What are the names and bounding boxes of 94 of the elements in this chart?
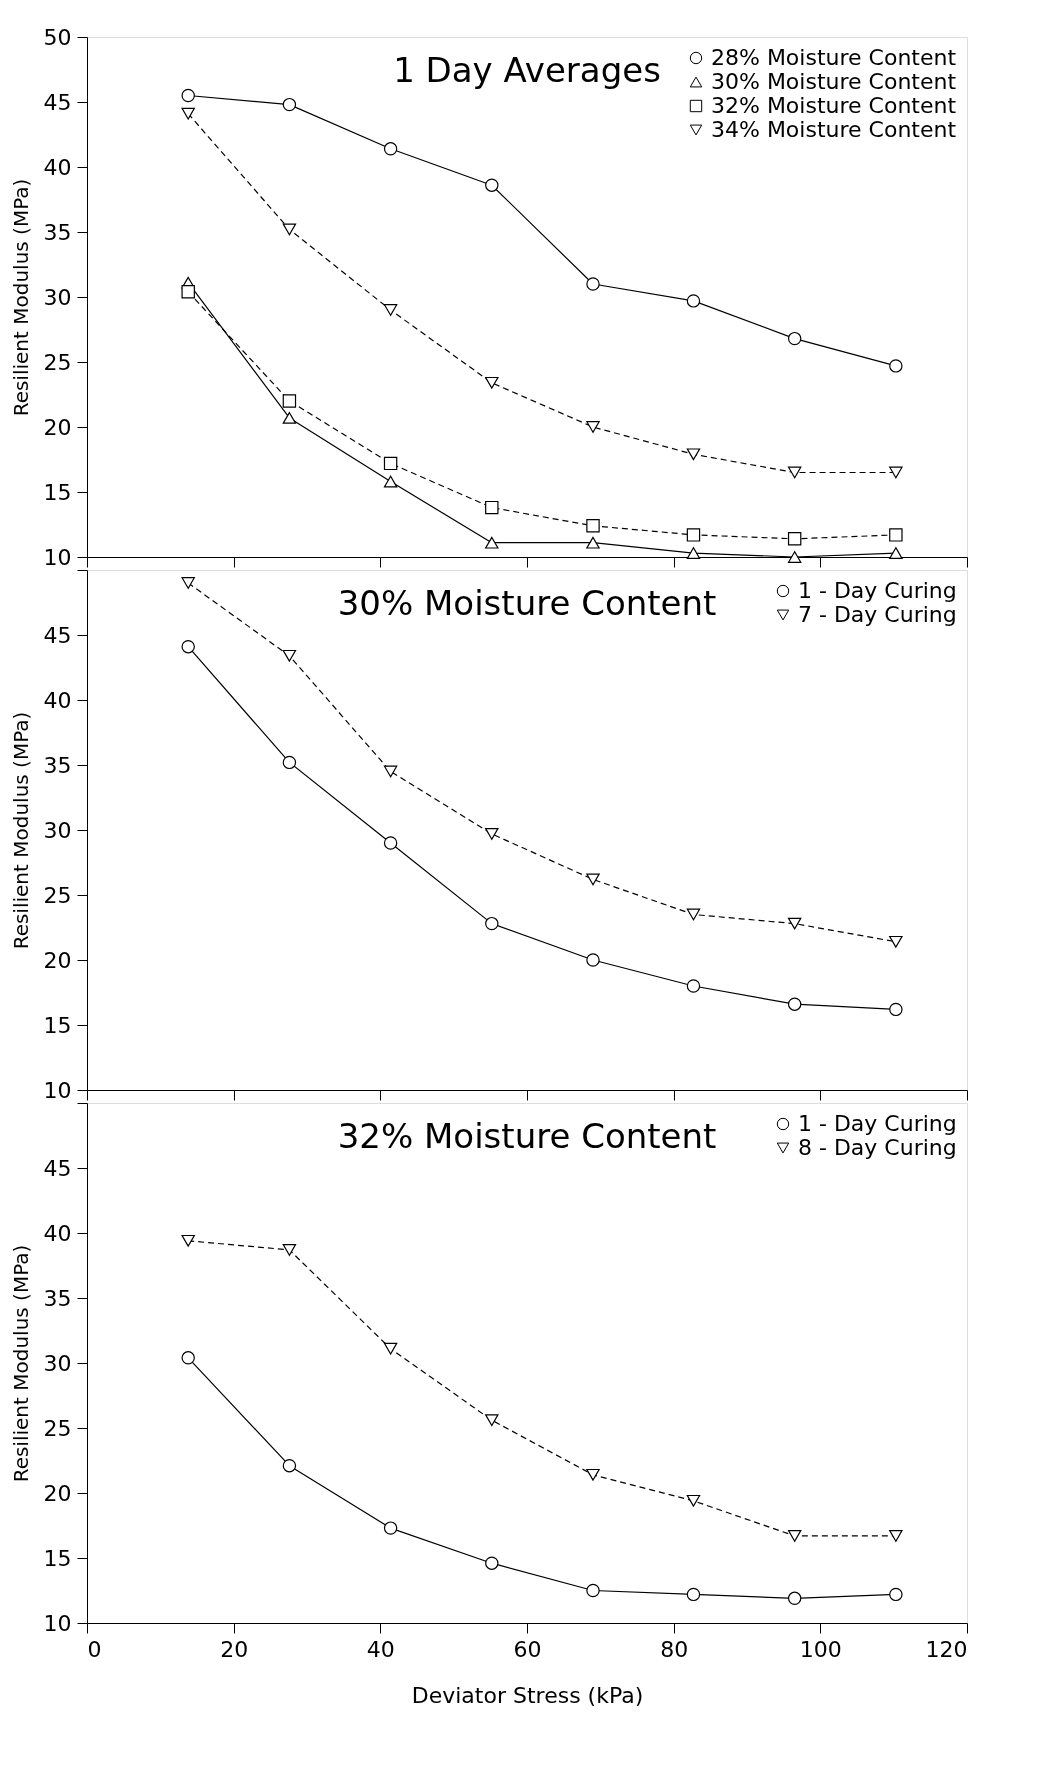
y-tick-label: 45	[43, 89, 72, 115]
point	[383, 456, 398, 471]
chart-title: 1 Day Averages	[393, 50, 661, 90]
point	[787, 331, 802, 346]
point	[586, 519, 600, 533]
legend-label: 1 - Day Curing	[798, 578, 957, 603]
point	[686, 547, 701, 559]
y-tick-label: 20	[43, 1480, 72, 1506]
point	[282, 755, 297, 770]
x-tick-label: 60	[513, 1636, 542, 1662]
point	[282, 394, 297, 408]
point	[485, 916, 499, 931]
point	[485, 376, 499, 389]
y-tick-label: 50	[43, 24, 72, 50]
point	[586, 536, 600, 549]
y-tick-label: 45	[43, 1155, 72, 1181]
point	[787, 917, 802, 930]
legend-label: 7 - Day Curing	[798, 602, 957, 627]
point	[485, 500, 499, 515]
x-axis-title: Deviator Stress (kPa)	[411, 1682, 644, 1708]
y-tick-label: 40	[43, 1220, 72, 1246]
legend-label: 30% Moisture Content	[711, 69, 957, 94]
y-tick-label: 30	[43, 817, 72, 843]
point	[889, 547, 903, 559]
y-tick-label: 35	[43, 752, 72, 778]
x-tick-label: 100	[799, 1636, 842, 1662]
point	[889, 466, 903, 479]
point	[787, 551, 802, 563]
point	[383, 304, 398, 316]
point	[485, 828, 499, 840]
point	[383, 475, 398, 488]
y-tick-label: 45	[43, 622, 72, 648]
point	[485, 178, 499, 192]
legend-label: 8 - Day Curing	[798, 1135, 957, 1160]
point	[586, 277, 600, 291]
point	[282, 649, 297, 662]
legend-label: 34% Moisture Content	[711, 117, 957, 142]
point	[282, 223, 297, 236]
legend-label: 32% Moisture Content	[711, 93, 957, 118]
y-tick-label: 20	[43, 414, 72, 440]
y-tick-label: 25	[43, 1415, 72, 1441]
point	[686, 528, 701, 542]
x-tick-label: 20	[220, 1636, 249, 1662]
point	[181, 285, 195, 299]
y-tick-label: 10	[43, 1610, 72, 1636]
point	[181, 639, 195, 654]
y-tick-label: 35	[43, 219, 72, 245]
point	[383, 142, 398, 156]
point	[889, 528, 903, 542]
y-tick-label: 25	[43, 882, 72, 908]
point	[686, 979, 701, 993]
y-tick-label: 10	[43, 544, 72, 570]
point	[586, 953, 600, 967]
point	[586, 421, 600, 433]
y-axis-title: Resilient Modulus (MPa)	[8, 1244, 33, 1483]
point	[889, 359, 903, 373]
chart-title: 32% Moisture Content	[337, 1116, 717, 1156]
y-axis-title: Resilient Modulus (MPa)	[8, 711, 33, 950]
x-tick-label: 0	[87, 1636, 102, 1662]
y-tick-label: 15	[43, 1012, 72, 1038]
y-tick-label: 25	[43, 349, 72, 375]
y-tick-label: 30	[43, 284, 72, 310]
point	[686, 294, 701, 308]
x-tick-label: 120	[925, 1636, 968, 1662]
y-tick-label: 40	[43, 154, 72, 180]
point	[181, 107, 195, 120]
point	[383, 836, 398, 850]
y-tick-label: 10	[43, 1077, 72, 1103]
point	[686, 908, 701, 921]
y-tick-label: 30	[43, 1350, 72, 1376]
x-tick-label: 80	[660, 1636, 689, 1662]
y-tick-label: 35	[43, 1285, 72, 1311]
legend-label: 1 - Day Curing	[798, 1111, 957, 1136]
y-axis-title: Resilient Modulus (MPa)	[8, 178, 33, 417]
chart-title: 30% Moisture Content	[337, 583, 717, 623]
y-tick-label: 15	[43, 1545, 72, 1571]
point	[787, 532, 802, 546]
point	[383, 765, 398, 778]
point	[889, 935, 903, 948]
point	[889, 1002, 903, 1017]
point	[686, 448, 701, 461]
point	[787, 466, 802, 479]
point	[282, 97, 297, 112]
y-tick-label: 40	[43, 687, 72, 713]
y-tick-label: 20	[43, 947, 72, 973]
y-tick-label: 15	[43, 479, 72, 505]
point	[181, 577, 195, 589]
legend-label: 28% Moisture Content	[711, 45, 957, 70]
point	[282, 412, 297, 424]
point	[485, 536, 499, 549]
point	[181, 88, 195, 103]
point	[586, 873, 600, 886]
x-tick-label: 40	[366, 1636, 395, 1662]
point	[787, 997, 802, 1011]
